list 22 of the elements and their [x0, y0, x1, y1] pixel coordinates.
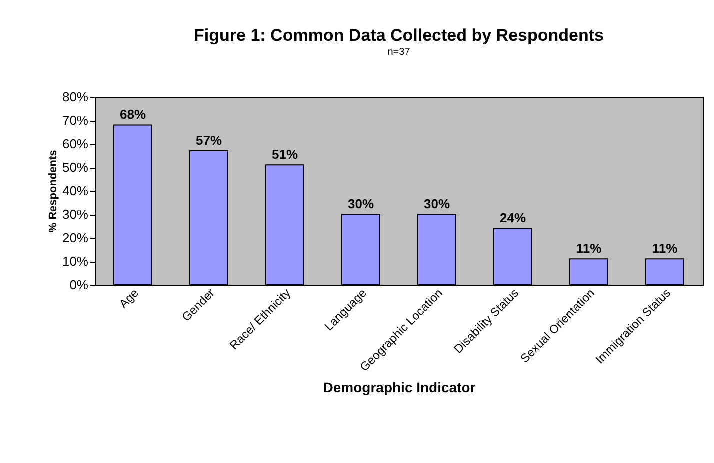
x-axis-title: Demographic Indicator [323, 380, 476, 396]
chart-subtitle: n=37 [388, 47, 411, 58]
data-label: 68% [120, 107, 146, 122]
y-tick-label: 80% [62, 90, 89, 104]
y-axis-title: % Respondents [47, 150, 60, 233]
data-label: 30% [348, 196, 374, 212]
y-tick-label: 0% [70, 278, 89, 292]
data-label: 24% [500, 210, 526, 226]
y-tick-label: 50% [62, 160, 89, 175]
y-tick-label: 70% [62, 113, 89, 128]
chart-title: Figure 1: Common Data Collected by Respondents [194, 26, 604, 45]
x-tick-label: Age [116, 286, 142, 312]
data-label: 11% [576, 241, 602, 256]
y-tick-label: 30% [62, 207, 89, 222]
data-label: 11% [652, 241, 678, 256]
y-tick-label: 10% [62, 254, 89, 269]
data-label: 57% [196, 133, 222, 148]
y-tick-label: 20% [62, 230, 89, 246]
data-label: 30% [424, 196, 450, 212]
y-tick-label: 60% [62, 136, 89, 152]
data-label: 51% [272, 147, 298, 162]
y-tick-label: 40% [62, 184, 89, 198]
